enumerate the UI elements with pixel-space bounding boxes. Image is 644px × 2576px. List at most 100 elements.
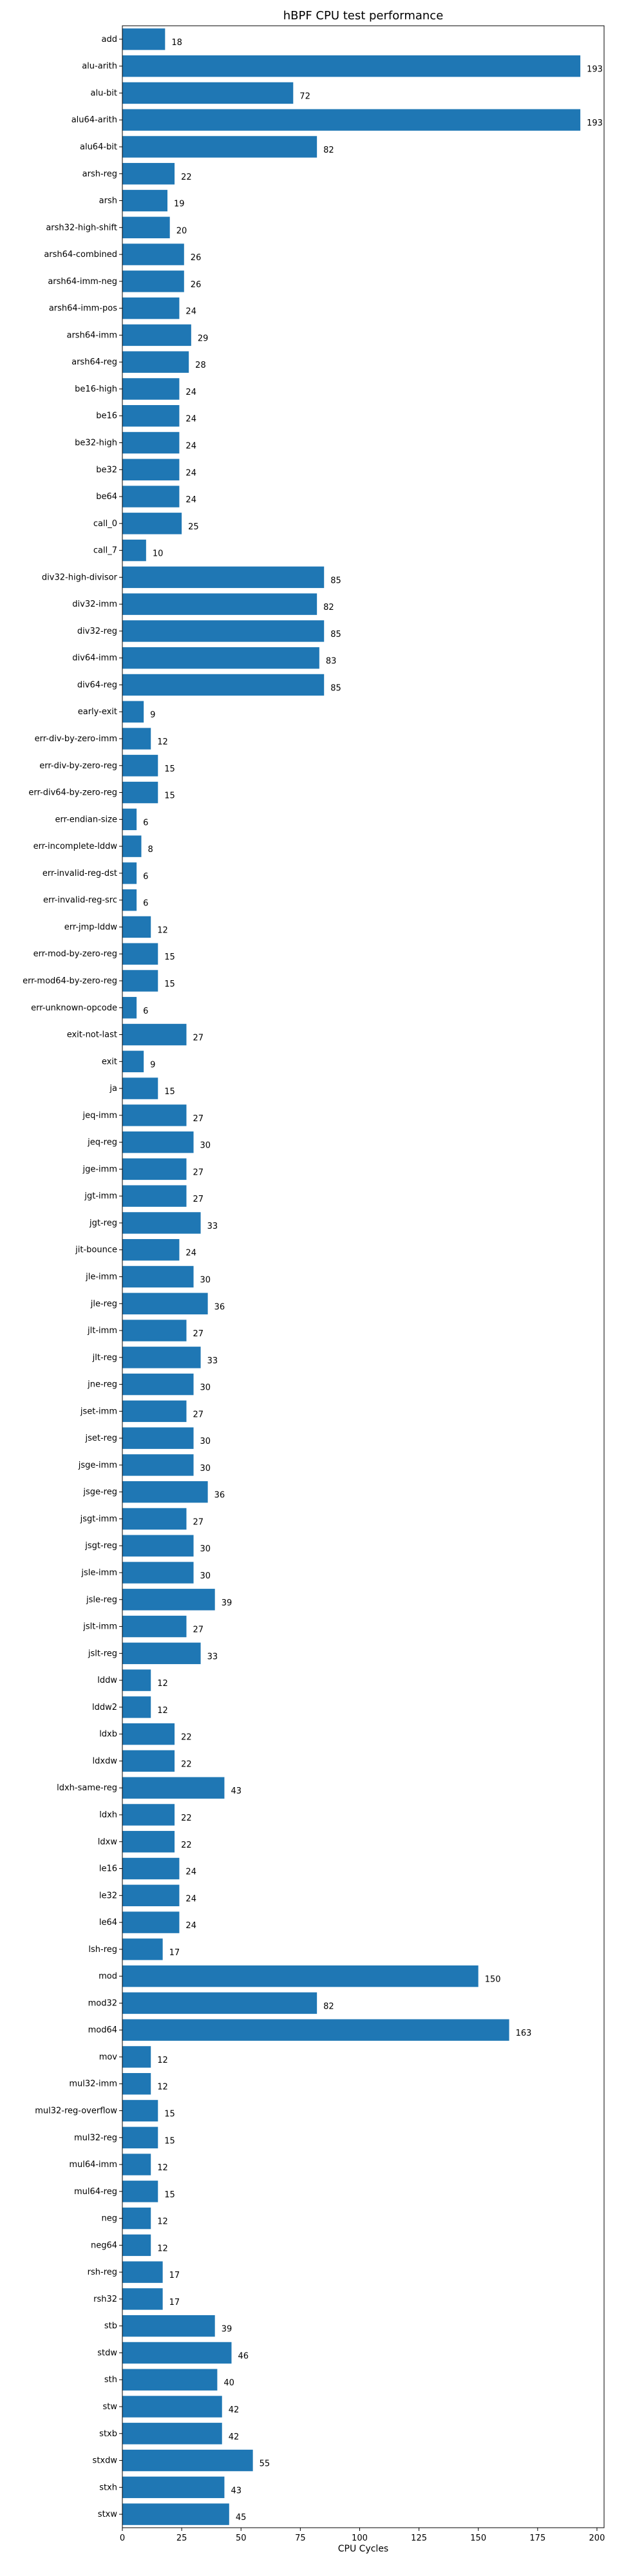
y-tick-label: mul64-reg [74, 2187, 117, 2197]
bar [122, 647, 319, 669]
y-tick-label: stb [104, 2322, 117, 2331]
data-label: 15 [164, 1087, 175, 1097]
plot-frame [122, 25, 605, 2528]
y-tick-label: err-jmp-lddw [64, 922, 118, 932]
data-label: 6 [143, 1007, 148, 1016]
data-label: 15 [164, 2190, 175, 2200]
data-label: 72 [299, 91, 310, 101]
data-label: 28 [195, 361, 206, 370]
y-tick-label: div32-imm [72, 600, 117, 609]
bar [122, 1938, 163, 1960]
y-tick-label: lddw [97, 1676, 117, 1685]
data-label: 42 [229, 2432, 240, 2442]
y-tick-label: jset-imm [80, 1406, 117, 1416]
x-axis: 0 25 50 75 100 125 150 175 200 [120, 2528, 605, 2543]
data-label: 82 [323, 2002, 334, 2011]
y-tick-label: jgt-reg [89, 1218, 117, 1228]
bar [122, 513, 182, 535]
data-label: 27 [193, 1329, 204, 1339]
data-label: 33 [207, 1356, 218, 1366]
y-tick-label: ja [109, 1084, 117, 1094]
bar [122, 2315, 215, 2337]
y-tick-label: jsgt-reg [84, 1541, 117, 1551]
y-tick-label: early-exit [78, 707, 117, 717]
x-tick-label: 150 [470, 2533, 486, 2543]
x-tick-label: 200 [589, 2533, 605, 2543]
bar [122, 970, 158, 992]
y-tick-label: jslt-imm [82, 1622, 117, 1632]
y-tick-label: ldxh [99, 1810, 117, 1820]
y-tick-label: arsh64-combined [44, 250, 117, 260]
bar [122, 1804, 175, 1826]
bar [122, 1723, 175, 1745]
y-tick-label: call_0 [93, 519, 117, 529]
data-label: 6 [143, 818, 148, 828]
y-tick-label: stdw [97, 2348, 117, 2358]
bar [122, 486, 180, 507]
y-tick-label: err-mod-by-zero-reg [33, 949, 117, 959]
data-label: 82 [323, 603, 334, 612]
bar [122, 2261, 163, 2283]
data-label: 30 [200, 1464, 211, 1473]
data-label: 15 [164, 2110, 175, 2119]
bar [122, 728, 151, 750]
data-label: 43 [231, 2486, 242, 2496]
data-label: 24 [185, 1249, 196, 1258]
data-label: 9 [150, 1060, 155, 1070]
y-tick-label: ldxh-same-reg [57, 1783, 117, 1793]
data-label: 150 [485, 1975, 501, 1985]
data-label: 20 [176, 226, 187, 236]
data-label: 163 [516, 2029, 532, 2038]
data-label: 12 [157, 737, 168, 747]
y-tick-label: err-invalid-reg-src [43, 896, 117, 905]
y-tick-label: le64 [99, 1918, 117, 1927]
bar [122, 163, 175, 185]
bar [122, 2019, 509, 2041]
y-tick-label: mod32 [88, 1998, 117, 2008]
y-tick-label: rsh32 [93, 2295, 117, 2304]
y-axis: add alu-arith alu-bit alu64-arith alu64-bit a… [23, 35, 122, 2519]
y-tick-label: le16 [99, 1864, 117, 1874]
data-label: 10 [153, 549, 164, 559]
y-tick-label: jle-imm [85, 1273, 117, 1282]
data-label: 22 [181, 1759, 192, 1769]
data-label: 83 [326, 657, 337, 667]
data-label: 26 [191, 253, 202, 263]
data-label: 12 [157, 1706, 168, 1716]
bar [122, 136, 317, 158]
data-label: 12 [157, 1679, 168, 1689]
y-tick-label: jslt-reg [88, 1649, 117, 1658]
data-label: 193 [587, 65, 603, 75]
data-label: 24 [185, 1894, 196, 1904]
bar [122, 1615, 187, 1638]
data-label: 24 [185, 1868, 196, 1877]
data-label: 18 [171, 38, 182, 48]
y-tick-label: be32-high [75, 439, 117, 448]
data-label: 46 [238, 2351, 249, 2361]
bar [122, 1023, 187, 1046]
y-tick-label: stxb [99, 2429, 117, 2439]
bar [122, 620, 325, 642]
bar [122, 2503, 229, 2525]
y-tick-label: arsh-reg [82, 169, 117, 179]
y-tick-label: arsh64-imm-neg [48, 277, 117, 287]
bar [122, 2342, 232, 2364]
data-label: 22 [181, 173, 192, 182]
bar [122, 1400, 187, 1423]
y-tick-label: mod64 [88, 2025, 117, 2035]
y-tick-label: exit-not-last [67, 1030, 117, 1040]
bar [122, 2288, 163, 2310]
bar [122, 2181, 158, 2202]
y-tick-label: stxdw [93, 2456, 118, 2466]
y-tick-label: exit [102, 1057, 117, 1066]
chart-title: hBPF CPU test performance [283, 9, 444, 23]
y-tick-label: ldxw [98, 1837, 118, 1847]
bar [122, 1050, 144, 1073]
bar [122, 1212, 201, 1234]
bar [122, 324, 191, 346]
data-label: 17 [169, 2298, 180, 2307]
data-label: 15 [164, 791, 175, 801]
y-tick-label: jle-reg [90, 1299, 117, 1309]
data-label: 27 [193, 1114, 204, 1124]
y-tick-label: mul32-reg-overflow [35, 2107, 117, 2116]
